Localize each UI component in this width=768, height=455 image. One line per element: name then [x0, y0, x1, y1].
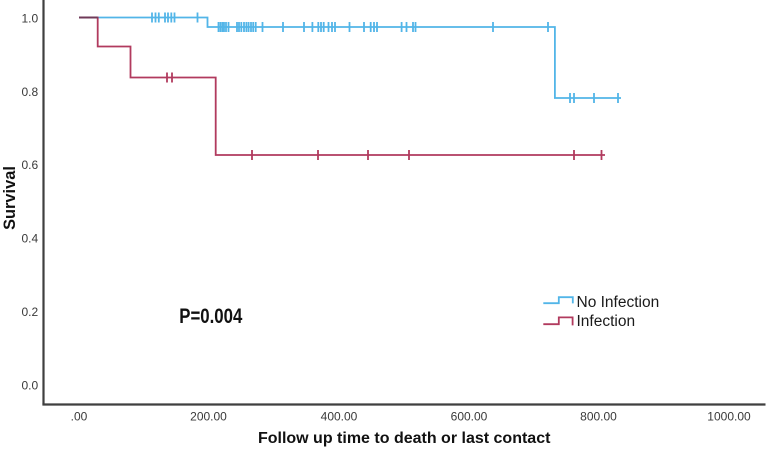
svg-text:0.8: 0.8 — [22, 85, 39, 99]
svg-text:600.00: 600.00 — [451, 410, 488, 424]
svg-text:0.2: 0.2 — [22, 305, 39, 319]
svg-text:Infection: Infection — [577, 313, 636, 330]
svg-text:Survival: Survival — [1, 166, 19, 230]
svg-text:.00: .00 — [71, 410, 88, 424]
svg-text:1000.00: 1000.00 — [707, 410, 751, 424]
svg-text:800.00: 800.00 — [580, 410, 617, 424]
svg-text:No Infection: No Infection — [577, 294, 660, 311]
svg-text:0.6: 0.6 — [22, 158, 39, 172]
svg-text:1.0: 1.0 — [22, 11, 39, 25]
svg-text:200.00: 200.00 — [190, 410, 227, 424]
svg-text:P=0.004: P=0.004 — [179, 305, 242, 328]
svg-text:0.0: 0.0 — [22, 378, 39, 392]
svg-text:0.4: 0.4 — [22, 232, 39, 246]
svg-text:400.00: 400.00 — [321, 410, 358, 424]
svg-text:Follow up time to death or las: Follow up time to death or last contact — [258, 430, 551, 447]
